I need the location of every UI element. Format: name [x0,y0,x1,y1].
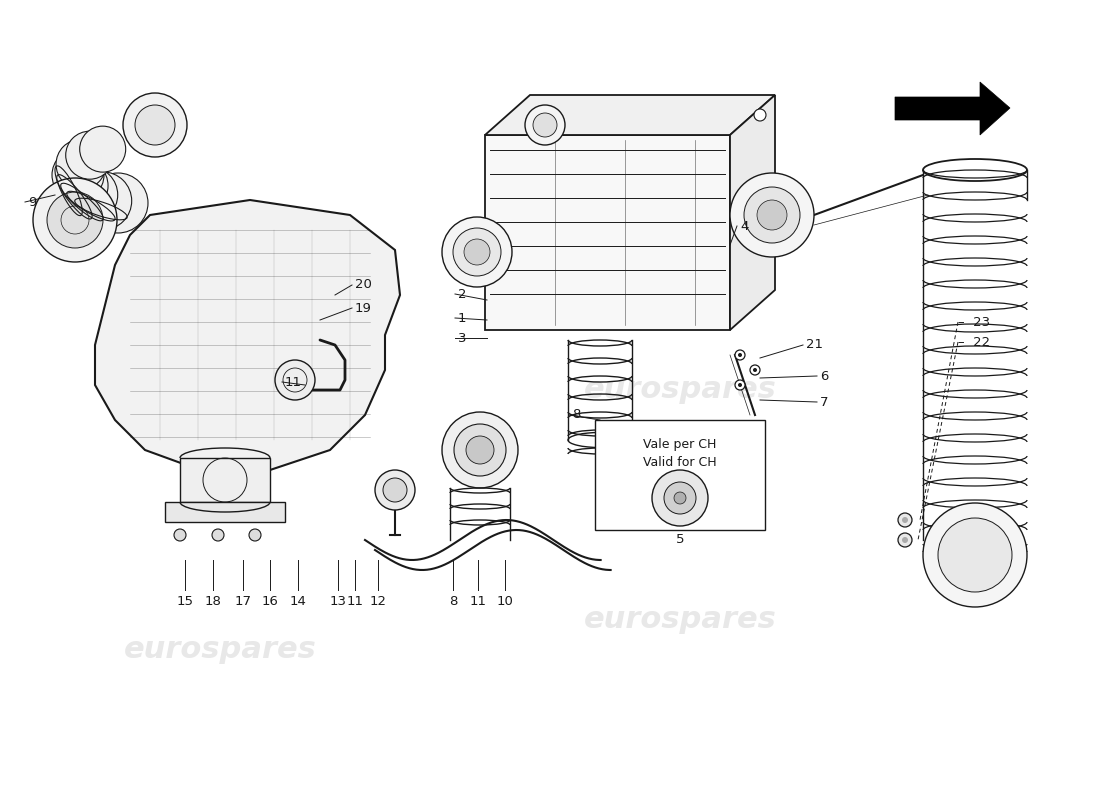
Text: eurospares: eurospares [584,375,777,405]
Bar [485,135,730,330]
Circle shape [275,360,315,400]
Text: 4: 4 [740,219,748,233]
Circle shape [453,228,500,276]
Text: 9: 9 [28,195,36,209]
Circle shape [464,239,490,265]
Text: –  22: – 22 [958,335,990,349]
Text: 12: 12 [370,595,386,608]
Circle shape [62,166,118,222]
Circle shape [135,105,175,145]
Text: 6: 6 [820,370,828,382]
Circle shape [375,470,415,510]
Text: 5: 5 [675,533,684,546]
Circle shape [88,173,148,233]
Circle shape [738,353,742,357]
Circle shape [74,172,132,230]
Text: 10: 10 [496,595,514,608]
Circle shape [735,380,745,390]
Text: 16: 16 [262,595,278,608]
Circle shape [174,529,186,541]
Circle shape [454,424,506,476]
Polygon shape [95,200,400,470]
Polygon shape [730,95,776,330]
Text: 18: 18 [205,595,221,608]
Circle shape [123,93,187,157]
Text: eurospares: eurospares [123,375,317,405]
Circle shape [534,113,557,137]
Text: 14: 14 [289,595,307,608]
Circle shape [757,200,786,230]
Text: 7: 7 [820,395,828,409]
Circle shape [383,478,407,502]
Circle shape [56,139,106,190]
Circle shape [212,529,224,541]
Text: 20: 20 [355,278,372,291]
Text: –  23: – 23 [958,315,990,329]
Circle shape [47,192,103,248]
Circle shape [652,470,708,526]
Circle shape [898,533,912,547]
Circle shape [938,518,1012,592]
Text: eurospares: eurospares [584,606,777,634]
Circle shape [902,517,908,523]
Polygon shape [485,95,776,135]
Text: 17: 17 [234,595,252,608]
Circle shape [923,503,1027,607]
Circle shape [730,173,814,257]
Circle shape [525,105,565,145]
Circle shape [898,513,912,527]
Circle shape [79,126,125,172]
Polygon shape [895,82,1010,135]
Text: eurospares: eurospares [123,635,317,665]
Circle shape [442,412,518,488]
Text: 8: 8 [449,595,458,608]
Bar [165,502,285,522]
Circle shape [52,149,104,201]
Text: 3: 3 [458,331,466,345]
Text: Vale per CH
Valid for CH: Vale per CH Valid for CH [644,438,717,469]
Text: 11: 11 [285,375,303,389]
Circle shape [466,436,494,464]
Circle shape [750,365,760,375]
Circle shape [674,492,686,504]
Circle shape [664,482,696,514]
Circle shape [754,368,757,372]
Text: 11: 11 [346,595,363,608]
Circle shape [54,158,108,213]
Text: 21: 21 [806,338,823,351]
Circle shape [66,131,113,179]
Circle shape [738,383,742,387]
Circle shape [754,109,766,121]
Bar [595,420,764,530]
Circle shape [744,187,800,243]
Circle shape [249,529,261,541]
Circle shape [33,178,117,262]
Text: 19: 19 [355,302,372,314]
Text: 2: 2 [458,287,466,301]
Text: 13: 13 [330,595,346,608]
Circle shape [735,350,745,360]
Text: 11: 11 [470,595,486,608]
Text: 1: 1 [458,311,466,325]
Circle shape [442,217,512,287]
Bar [180,458,270,502]
Text: 8: 8 [572,409,581,422]
Text: 15: 15 [176,595,194,608]
Circle shape [902,537,908,543]
